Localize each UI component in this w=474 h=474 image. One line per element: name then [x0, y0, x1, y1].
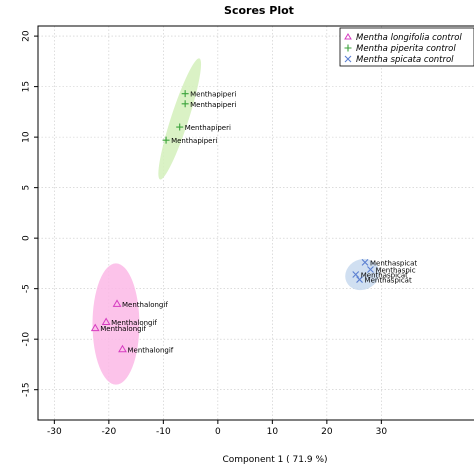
x-tick-label: -20 — [101, 427, 116, 437]
point-plus — [162, 136, 170, 144]
x-tick-label: 20 — [321, 427, 333, 437]
point-label: Menthapiperi — [190, 101, 236, 109]
point-label: Menthapiperi — [190, 91, 236, 99]
point-triangle — [118, 344, 127, 353]
ellipse-series-2 — [345, 258, 380, 291]
point-cross — [356, 276, 363, 283]
y-tick-label: -5 — [22, 284, 32, 293]
x-tick-label: 0 — [215, 427, 221, 437]
y-tick-label: 10 — [22, 131, 32, 143]
y-tick-label: 15 — [22, 81, 32, 92]
point-label: Menthaspic — [375, 266, 415, 274]
x-tick-label: 10 — [267, 427, 279, 437]
ellipse-series-0 — [92, 263, 140, 385]
legend-entry: Mentha piperita control — [356, 44, 456, 54]
y-tick-label: -15 — [22, 382, 32, 397]
data-points — [90, 90, 374, 353]
point-plus — [181, 100, 189, 108]
point-label: Menthapiperi — [171, 137, 217, 145]
point-label: Menthalongif — [111, 319, 157, 327]
point-cross — [361, 259, 369, 266]
point-label: Menthalongif — [100, 325, 146, 333]
axis-ticks: -30 -20 -10 0 10 20 30 20 15 10 5 0 -5 -10 -15 — [22, 30, 388, 437]
point-triangle — [112, 299, 122, 307]
point-label: Menthalongif — [127, 346, 173, 354]
legend-marker-triangle — [344, 33, 352, 40]
point-label: Menthaspicat — [365, 277, 412, 285]
legend-marker-plus — [344, 44, 352, 52]
legend-marker-cross — [344, 55, 352, 63]
point-label: Menthaspicat — [361, 272, 408, 280]
legend-entry: Mentha longifolia control — [356, 33, 462, 43]
ellipse-series-1 — [158, 58, 202, 180]
point-label: Menthapiperi — [185, 124, 231, 132]
y-tick-label: -10 — [22, 332, 32, 347]
x-axis-label: Component 1 ( 71.9 %) — [222, 455, 327, 465]
x-tick-label: 30 — [376, 427, 388, 437]
point-plus — [176, 123, 184, 131]
point-plus — [181, 90, 189, 98]
grid — [38, 26, 474, 420]
legend-entry: Mentha spicata control — [356, 55, 454, 65]
x-tick-label: -30 — [47, 427, 62, 437]
confidence-ellipses — [92, 58, 380, 385]
legend-box — [339, 27, 474, 67]
point-triangle — [90, 323, 100, 332]
point-cross — [367, 266, 374, 273]
y-tick-label: 0 — [22, 235, 32, 241]
point-triangle — [101, 317, 111, 326]
point-label: Menthaspicat — [370, 259, 417, 267]
point-labels: MenthalongifMenthalongifMenthalongifMent… — [100, 91, 417, 355]
chart-title: Scores Plot — [224, 4, 294, 17]
y-tick-label: 5 — [22, 185, 32, 191]
point-label: Menthalongif — [122, 301, 168, 309]
plot-frame — [37, 25, 474, 421]
x-tick-label: -10 — [156, 427, 171, 437]
point-cross — [352, 271, 360, 278]
y-tick-label: 20 — [22, 30, 32, 42]
